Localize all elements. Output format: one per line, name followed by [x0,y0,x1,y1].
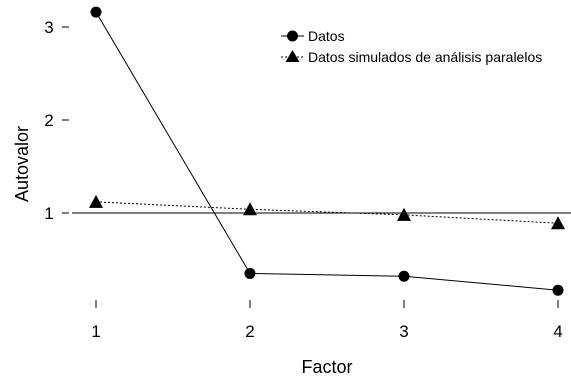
data-point-datos [244,267,256,279]
x-tick-label: 3 [399,322,408,341]
data-point-simulados [397,207,411,221]
x-tick-label: 2 [245,322,254,341]
axes-group: 1 2 3 1 2 3 4 [44,18,562,341]
y-tick-label: 3 [44,18,53,37]
y-tick-label: 1 [44,204,53,223]
data-point-simulados [89,194,103,208]
legend-marker-datos [287,30,298,42]
series-points-group [89,6,565,296]
legend-label-simulados: Datos simulados de análisis paralelos [308,49,542,65]
series-lines-group [95,11,559,291]
x-tick-label: 1 [91,322,100,341]
data-point-simulados [551,216,565,230]
legend-label-datos: Datos [308,28,345,44]
data-point-datos [398,270,410,282]
y-tick-label: 2 [44,111,53,130]
x-axis-title: Factor [301,357,352,377]
series-line-simulados [95,201,559,224]
data-point-simulados [243,202,257,216]
data-point-datos [90,6,102,18]
y-axis-title: Autovalor [12,126,32,202]
data-point-datos [552,284,564,296]
legend-marker-simulados [285,50,300,62]
legend: Datos Datos simulados de análisis parale… [281,28,542,65]
x-tick-label: 4 [553,322,562,341]
series-line-datos [95,11,559,291]
